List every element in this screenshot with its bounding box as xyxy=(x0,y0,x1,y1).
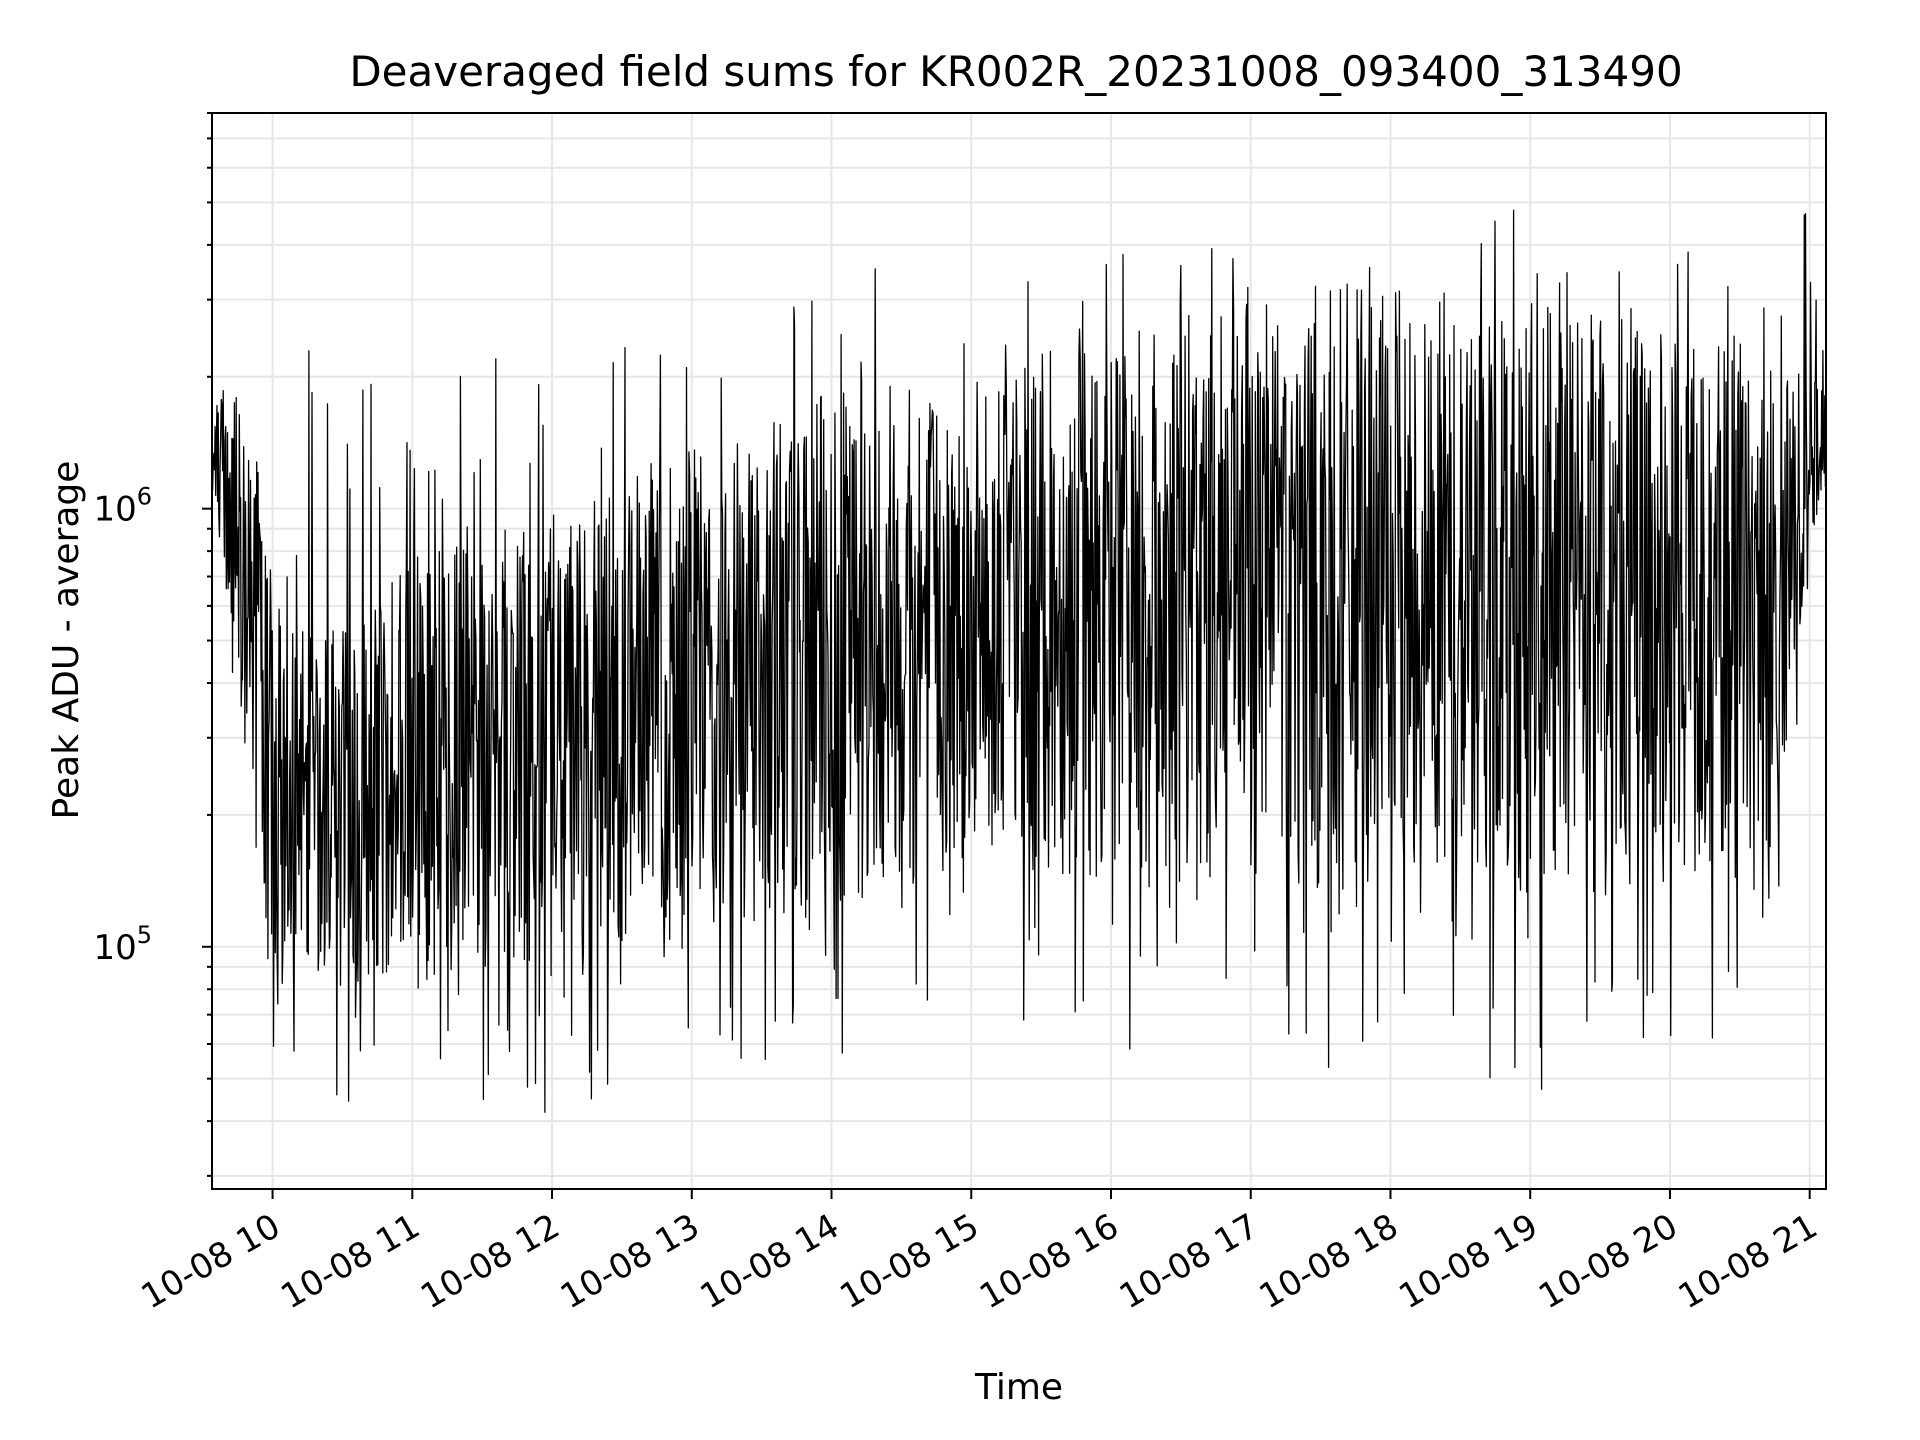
x-axis-label: Time xyxy=(974,1367,1063,1408)
x-tick-label: 10-08 10 xyxy=(135,1206,287,1317)
y-tick-exponent: 6 xyxy=(137,483,152,511)
x-tick-label: 10-08 17 xyxy=(1113,1206,1265,1317)
x-tick-label: 10-08 18 xyxy=(1253,1206,1405,1317)
x-tick-label: 10-08 20 xyxy=(1532,1206,1684,1317)
y-tick-exponent: 5 xyxy=(137,921,152,949)
y-tick-label: 105 xyxy=(93,921,152,968)
y-tick-base: 10 xyxy=(93,928,136,968)
x-tick-label: 10-08 19 xyxy=(1392,1206,1544,1317)
x-tick-label: 10-08 13 xyxy=(554,1206,706,1317)
y-tick-base: 10 xyxy=(93,490,136,530)
x-tick-label: 10-08 15 xyxy=(833,1206,985,1317)
y-tick-label: 106 xyxy=(93,483,152,530)
x-tick-label: 10-08 21 xyxy=(1672,1206,1824,1317)
series-path xyxy=(211,209,1827,1113)
x-tick-label: 10-08 11 xyxy=(274,1206,426,1317)
chart-title: Deaveraged field sums for KR002R_2023100… xyxy=(349,47,1682,96)
x-tick-label: 10-08 12 xyxy=(414,1206,566,1317)
x-tick-label: 10-08 14 xyxy=(694,1206,846,1317)
series-line xyxy=(211,209,1827,1113)
x-tick-label: 10-08 16 xyxy=(973,1206,1125,1317)
y-axis-label: Peak ADU - average xyxy=(46,461,87,820)
plot-frame xyxy=(211,112,1827,1190)
